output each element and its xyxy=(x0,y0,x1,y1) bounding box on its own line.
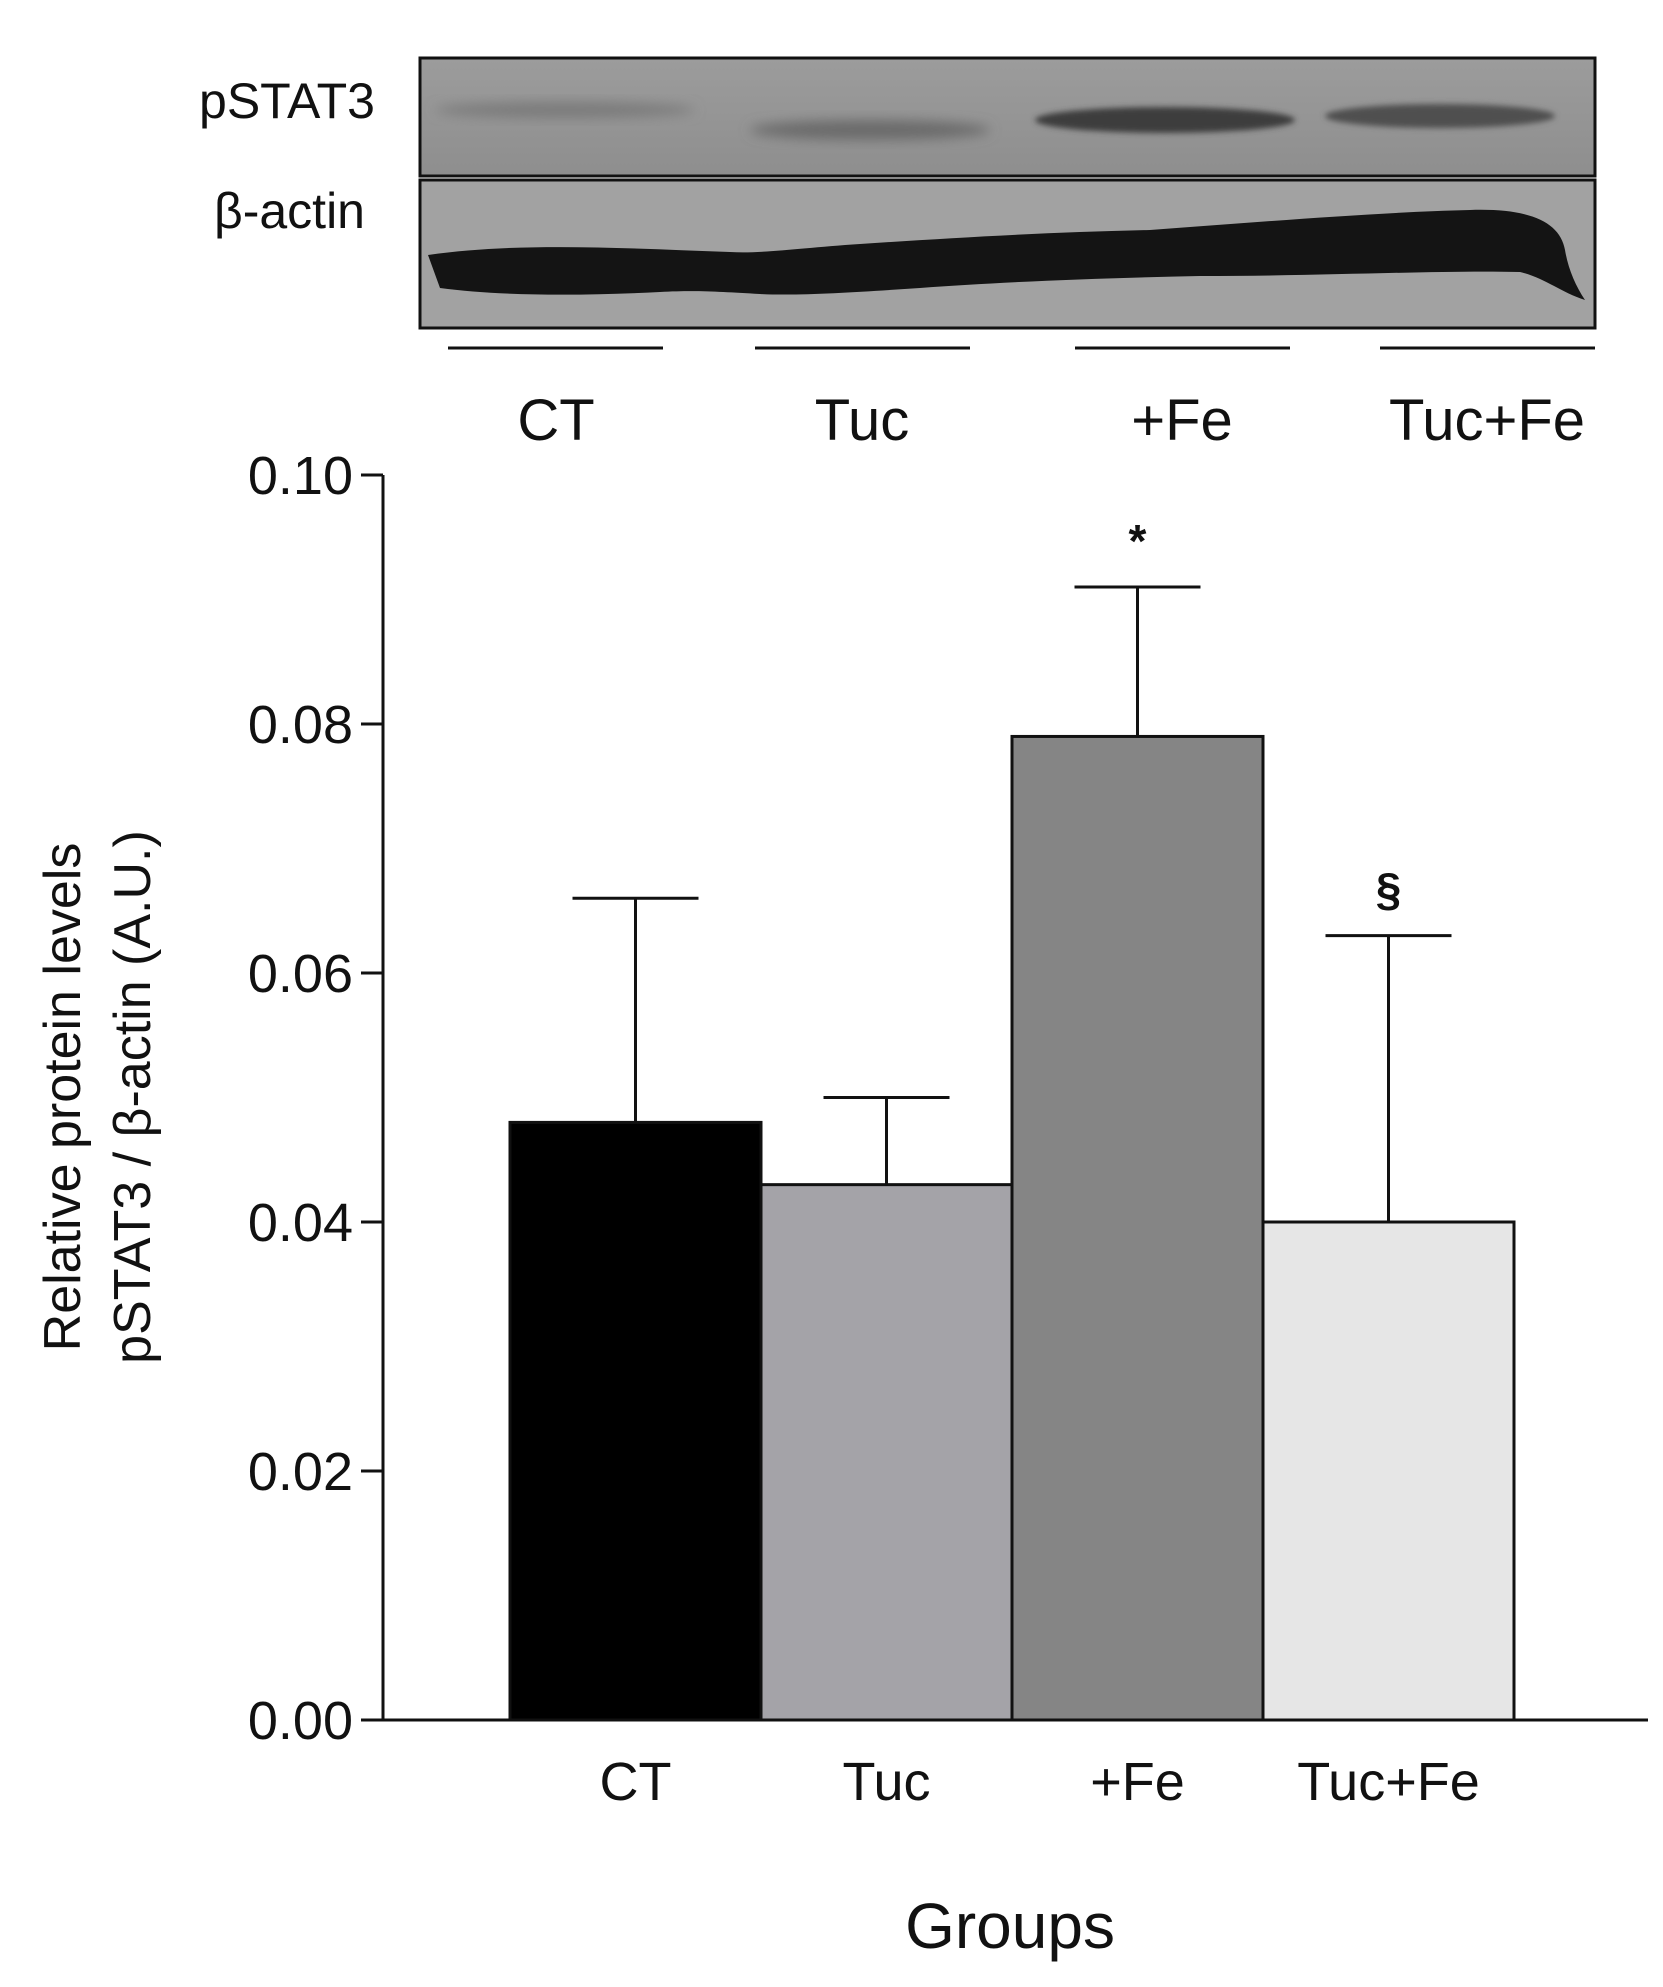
bar-ct xyxy=(508,1120,763,1722)
western-blot: pSTAT3 β-actin CT Tuc +Fe Tuc+Fe xyxy=(199,56,1597,453)
bar-chart: *§ CT Tuc +Fe Tuc+Fe0.000.020.040.060.080.1… xyxy=(34,446,1648,1962)
y-tick-label-5: 0.10 xyxy=(248,446,353,506)
bar-plus-fe xyxy=(1010,734,1265,1722)
y-tick-label-0: 0.00 xyxy=(248,1691,353,1751)
y-tick-label-2: 0.04 xyxy=(248,1193,353,1253)
band-pstat3-fe xyxy=(1035,107,1295,133)
blot-row-label-beta-actin: β-actin xyxy=(214,183,365,239)
x-tick-label-tuc: Tuc xyxy=(842,1752,930,1812)
x-tick-label-ct: CT xyxy=(600,1752,672,1812)
axes: CT Tuc +Fe Tuc+Fe0.000.020.040.060.080.10 xyxy=(248,446,1648,1812)
significance-mark-tuc-plus-fe: § xyxy=(1376,864,1402,916)
y-tick-label-3: 0.06 xyxy=(248,944,353,1004)
significance-mark-plus-fe: * xyxy=(1129,515,1147,567)
x-axis-label: Groups xyxy=(905,1890,1115,1962)
band-beta-actin xyxy=(428,209,1585,300)
y-tick-label-4: 0.08 xyxy=(248,695,353,755)
y-tick-label-1: 0.02 xyxy=(248,1442,353,1502)
y-axis-label-line-1: Relative protein levels xyxy=(34,843,92,1352)
band-pstat3-tucfe xyxy=(1325,104,1555,128)
lane-label-tuc: Tuc xyxy=(815,388,910,453)
x-tick-label-tuc-plus-fe: Tuc+Fe xyxy=(1297,1752,1480,1812)
y-axis-label-line-2: pSTAT3 / β-actin (A.U.) xyxy=(104,830,162,1364)
band-pstat3-tuc xyxy=(750,120,990,140)
bar-tuc-plus-fe xyxy=(1261,1220,1516,1722)
x-tick-label-plus-fe: +Fe xyxy=(1090,1752,1185,1812)
band-pstat3-ct xyxy=(435,102,695,118)
lane-label-ct: CT xyxy=(517,388,594,453)
blot-strip-pstat3 xyxy=(418,56,1597,178)
blot-row-label-pstat3: pSTAT3 xyxy=(199,73,375,129)
significance-annotations: *§ xyxy=(1129,515,1402,916)
lane-label-tucfe: Tuc+Fe xyxy=(1389,388,1585,453)
bar-tuc xyxy=(759,1183,1014,1722)
bars-group xyxy=(508,734,1516,1722)
lane-label-fe: +Fe xyxy=(1131,388,1233,453)
blot-strip-beta-actin xyxy=(418,178,1597,330)
error-bars-group xyxy=(572,585,1452,1222)
